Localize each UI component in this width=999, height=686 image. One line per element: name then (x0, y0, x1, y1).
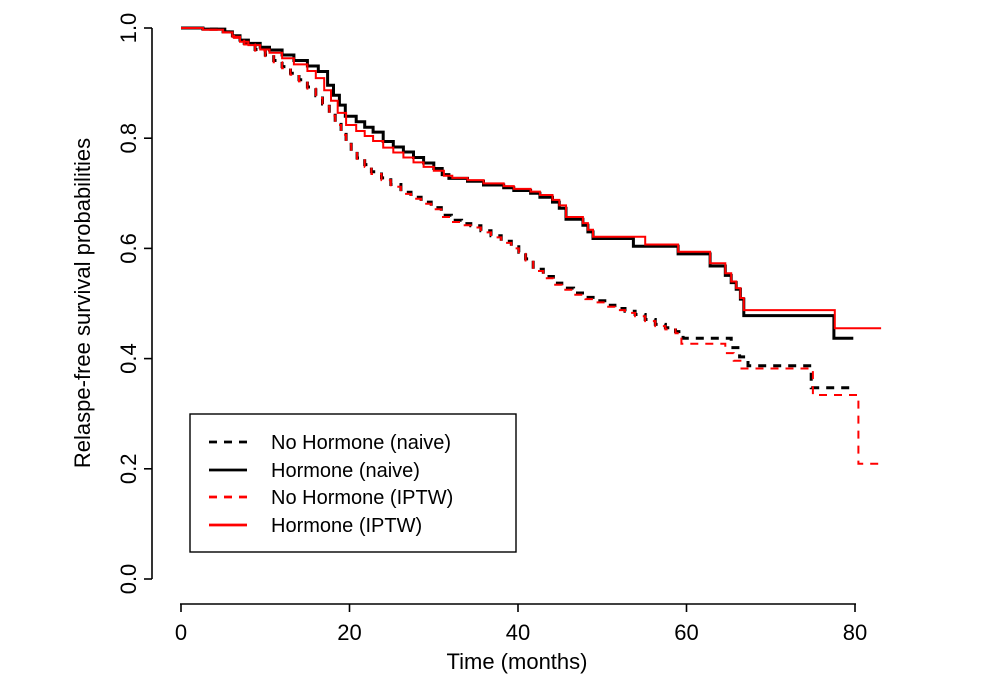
legend-entry-label: Hormone (IPTW) (271, 515, 422, 537)
x-axis-title: Time (months) (447, 649, 588, 674)
y-tick-label: 0.4 (116, 343, 141, 374)
legend: No Hormone (naive) Hormone (naive) No Horm… (189, 413, 517, 553)
legend-entry-label: No Hormone (IPTW) (271, 487, 453, 509)
y-tick-label: 0.2 (116, 454, 141, 485)
survival-curves (181, 26, 882, 465)
curve-no-hormone-iptw (181, 27, 882, 465)
y-axis-title: Relaspe-free survival probabilities (70, 138, 95, 468)
y-tick-label: 0.0 (116, 564, 141, 595)
axes: 0 20 40 60 80 0.0 0.2 0.4 0.6 0.8 1.0 (116, 13, 867, 645)
x-tick-label: 80 (843, 620, 867, 645)
x-tick-label: 20 (337, 620, 361, 645)
curve-no-hormone-naive (181, 26, 850, 390)
curve-hormone-naive (181, 26, 854, 340)
y-tick-label: 0.6 (116, 233, 141, 264)
curve-hormone-iptw (181, 27, 882, 330)
y-tick-label: 0.8 (116, 123, 141, 154)
legend-entry-label: No Hormone (naive) (271, 432, 451, 454)
legend-box (189, 413, 517, 553)
y-tick-label: 1.0 (116, 13, 141, 44)
x-tick-label: 40 (506, 620, 530, 645)
legend-entry-label: Hormone (naive) (271, 460, 420, 482)
x-tick-label: 0 (175, 620, 187, 645)
x-tick-label: 60 (674, 620, 698, 645)
